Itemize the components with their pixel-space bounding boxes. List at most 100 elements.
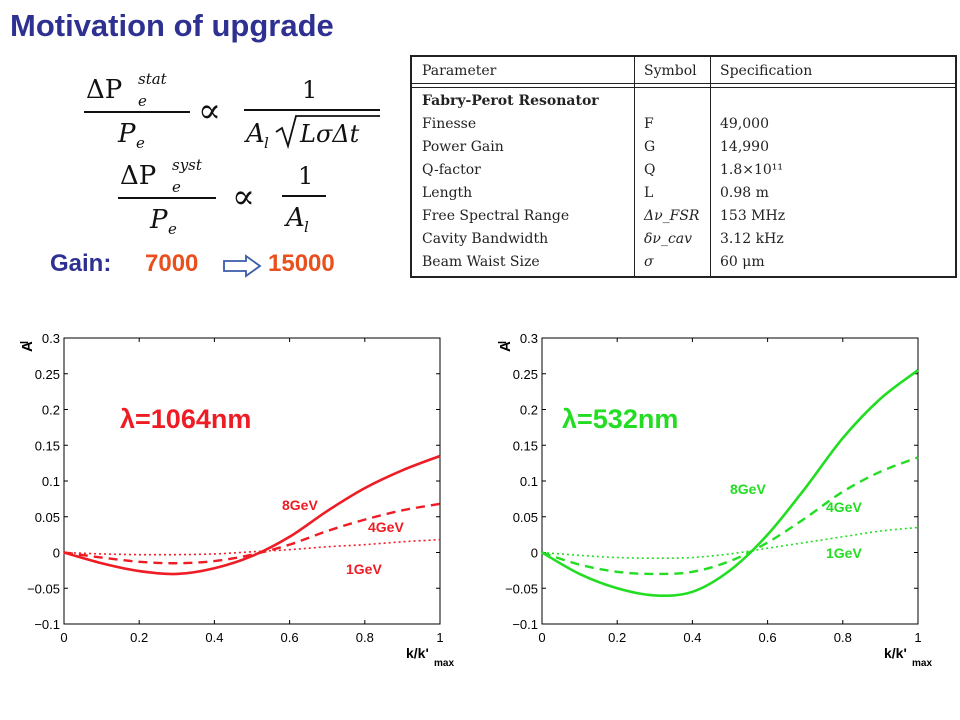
x-axis-label-sub: max bbox=[912, 658, 932, 669]
y-tick-label: 0.1 bbox=[520, 474, 538, 489]
series-line-4GeV bbox=[63, 502, 441, 565]
series-line-8GeV bbox=[63, 454, 441, 576]
y-tick-label: −0.05 bbox=[505, 581, 538, 596]
chart-532nm-svg: 0 0.2 0.4 0.6 0.8 1 0.3 0.25 0.2 0.15 0.1 0.05 0 −0.0… bbox=[497, 331, 932, 669]
formula-image: ΔP stat e P e ∝ 1 A l LσΔt ΔP syst e P e… bbox=[80, 62, 390, 238]
table-row-symbol: L bbox=[644, 185, 654, 201]
chart-1064nm: 0 0.2 0.4 0.6 0.8 1 0.3 0.25 0.2 0.15 0.1 0.05 0 −0.0… bbox=[0, 318, 470, 670]
x-axis-label: k/k' bbox=[406, 645, 429, 661]
table-row-label: Beam Waist Size bbox=[422, 254, 540, 270]
y-tick-label: 0.25 bbox=[35, 367, 60, 382]
table-row-label: Q-factor bbox=[422, 162, 481, 178]
table-header-specification: Specification bbox=[720, 63, 813, 79]
chart-title: λ=1064nm bbox=[120, 404, 251, 434]
table-header-parameter: Parameter bbox=[422, 63, 497, 79]
series-label-8GeV: 8GeV bbox=[730, 481, 766, 497]
f2-den: P bbox=[149, 205, 168, 235]
arrow-right-icon bbox=[223, 254, 262, 278]
series-label-4GeV: 4GeV bbox=[368, 519, 404, 535]
series-label-4GeV: 4GeV bbox=[826, 499, 862, 515]
f2-num: ΔP bbox=[120, 161, 156, 191]
chart-title: λ=532nm bbox=[562, 404, 678, 434]
series-label-1GeV: 1GeV bbox=[346, 561, 382, 577]
series-line-4GeV bbox=[541, 456, 919, 576]
chart-532nm: 0 0.2 0.4 0.6 0.8 1 0.3 0.25 0.2 0.15 0.1 0.05 0 −0.0… bbox=[478, 318, 948, 670]
y-axis-label: A bbox=[497, 341, 514, 352]
x-tick-label: 0.2 bbox=[608, 630, 626, 645]
table-row-symbol: G bbox=[644, 139, 656, 155]
f2-rhs-num: 1 bbox=[298, 162, 313, 190]
y-tick-label: −0.05 bbox=[27, 581, 60, 596]
y-axis-label-sub: l bbox=[19, 341, 31, 344]
table-row-label: Length bbox=[422, 185, 473, 201]
f1-sub: e bbox=[138, 92, 147, 110]
x-tick-label: 0.8 bbox=[834, 630, 852, 645]
parameter-table: Parameter Symbol Specification Fabry-Per… bbox=[410, 55, 957, 278]
table-row-symbol: σ bbox=[644, 254, 654, 270]
table-row-symbol: F bbox=[644, 116, 654, 132]
chart-1064nm-svg: 0 0.2 0.4 0.6 0.8 1 0.3 0.25 0.2 0.15 0.1 0.05 0 −0.0… bbox=[19, 331, 454, 669]
x-tick-label: 1 bbox=[914, 630, 921, 645]
series-line-8GeV bbox=[541, 369, 919, 597]
formula-syst: ΔP syst e P e ∝ 1 A l bbox=[118, 156, 326, 238]
x-tick-label: 0.4 bbox=[205, 630, 223, 645]
formula-stat: ΔP stat e P e ∝ 1 A l LσΔt bbox=[84, 70, 380, 152]
table-row-symbol: Δν_FSR bbox=[644, 208, 700, 224]
table-row-value: 14,990 bbox=[720, 139, 769, 155]
table-row-symbol: δν_cav bbox=[644, 231, 693, 247]
table-row-label: Free Spectral Range bbox=[422, 208, 570, 224]
f2-rhs-den: A bbox=[284, 203, 305, 233]
y-tick-label: 0.3 bbox=[42, 331, 60, 346]
y-tick-label: 0.15 bbox=[35, 438, 60, 453]
series-line-1GeV bbox=[63, 538, 441, 556]
x-tick-label: 0.6 bbox=[759, 630, 777, 645]
f1-den-sub: e bbox=[136, 134, 145, 152]
y-tick-label: 0.05 bbox=[513, 510, 538, 525]
slide-title: Motivation of upgrade bbox=[10, 8, 334, 43]
f2-sup: syst bbox=[172, 156, 203, 174]
y-tick-label: 0.05 bbox=[35, 510, 60, 525]
table-row-value: 3.12 kHz bbox=[720, 231, 784, 247]
table-row-symbol: Q bbox=[644, 162, 656, 178]
table-row-value: 60 μm bbox=[720, 254, 765, 270]
y-axis-label-sub: l bbox=[497, 341, 509, 344]
x-tick-label: 0.6 bbox=[281, 630, 299, 645]
y-axis-label: A bbox=[19, 341, 36, 352]
x-tick-label: 1 bbox=[436, 630, 443, 645]
y-tick-label: 0.2 bbox=[520, 403, 538, 418]
f1-den: P bbox=[117, 119, 136, 149]
gain-label: Gain: bbox=[50, 250, 112, 277]
x-tick-label: 0.8 bbox=[356, 630, 374, 645]
x-tick-label: 0 bbox=[538, 630, 545, 645]
table-row-value: 153 MHz bbox=[720, 208, 786, 224]
f1-num: ΔP bbox=[86, 75, 122, 105]
f2-sub: e bbox=[172, 178, 181, 196]
table-row-label: Power Gain bbox=[422, 139, 504, 155]
y-tick-label: −0.1 bbox=[34, 617, 60, 632]
f1-rhs-den: A bbox=[244, 119, 265, 149]
series-label-1GeV: 1GeV bbox=[826, 545, 862, 561]
x-tick-label: 0.2 bbox=[130, 630, 148, 645]
y-tick-label: 0.3 bbox=[520, 331, 538, 346]
x-tick-label: 0.4 bbox=[683, 630, 701, 645]
y-tick-label: 0 bbox=[53, 546, 60, 561]
gain-to-value: 15000 bbox=[268, 250, 335, 277]
y-tick-label: 0.25 bbox=[513, 367, 538, 382]
y-tick-label: 0.2 bbox=[42, 403, 60, 418]
f2-rhs-den-sub: l bbox=[304, 218, 309, 236]
f2-den-sub: e bbox=[168, 220, 177, 237]
y-tick-label: −0.1 bbox=[512, 617, 538, 632]
table-row-label: Cavity Bandwidth bbox=[422, 231, 549, 247]
x-tick-label: 0 bbox=[60, 630, 67, 645]
x-axis-label: k/k' bbox=[884, 645, 907, 661]
table-row-value: 0.98 m bbox=[720, 185, 769, 201]
y-tick-label: 0.15 bbox=[513, 438, 538, 453]
table-section-title: Fabry-Perot Resonator bbox=[422, 93, 599, 109]
f1-sqrt: LσΔt bbox=[299, 120, 360, 148]
series-label-8GeV: 8GeV bbox=[282, 497, 318, 513]
table-row-value: 1.8×10¹¹ bbox=[720, 162, 784, 178]
f2-propto: ∝ bbox=[232, 177, 255, 217]
table-row-value: 49,000 bbox=[720, 116, 769, 132]
table-header-symbol: Symbol bbox=[644, 63, 697, 79]
f1-sup: stat bbox=[138, 70, 168, 88]
